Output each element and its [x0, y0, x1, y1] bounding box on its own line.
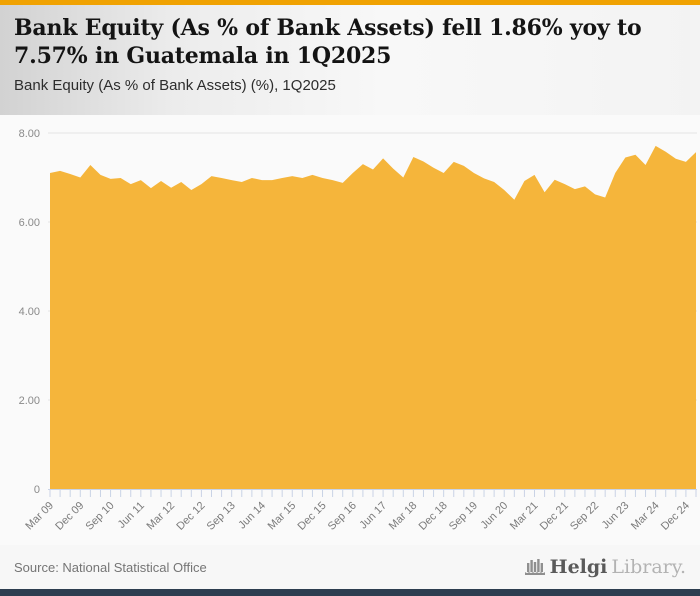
x-tick-label: Mar 09 — [23, 500, 56, 533]
source-text: Source: National Statistical Office — [14, 559, 207, 575]
y-tick-label: 4.00 — [19, 306, 40, 318]
page-title: Bank Equity (As % of Bank Assets) fell 1… — [14, 15, 642, 70]
logo-text-helgi: Helgi — [549, 556, 608, 578]
x-axis — [48, 489, 697, 497]
x-tick-label: Mar 12 — [145, 500, 178, 533]
y-tick-label: 0 — [34, 484, 40, 496]
y-tick-label: 2.00 — [19, 395, 40, 407]
x-tick-label: Mar 15 — [266, 500, 299, 533]
chart-subtitle: Bank Equity (As % of Bank Assets) (%), 1… — [14, 77, 336, 95]
helgilibrary-logo-icon — [524, 559, 545, 575]
x-tick-label: Jun 14 — [236, 500, 268, 532]
x-tick-label: Jun 23 — [600, 500, 632, 532]
chart-area: 0 2.00 4.00 6.00 8.00 Mar 09 Dec 09 Sep 10 Jun 1… — [0, 115, 700, 545]
x-tick-label: Jun 17 — [357, 500, 389, 532]
x-tick-label: Sep 13 — [205, 500, 238, 533]
x-tick-label: Jun 20 — [478, 500, 510, 532]
helgilibrary-logo[interactable]: Helgi Library. — [524, 557, 686, 577]
chart-footer: Source: National Statistical Office Helg… — [0, 545, 700, 589]
x-tick-label: Sep 10 — [84, 500, 117, 533]
y-tick-label: 6.00 — [19, 217, 40, 229]
x-tick-label: Sep 16 — [326, 500, 359, 533]
x-tick-label: Sep 22 — [568, 500, 601, 533]
y-tick-label: 8.00 — [19, 128, 40, 140]
logo-text-library: Library. — [611, 556, 686, 578]
x-tick-label: Dec 24 — [659, 500, 692, 533]
x-tick-label: Dec 12 — [174, 500, 207, 533]
bottom-navy-bar — [0, 589, 700, 596]
x-tick-label: Mar 21 — [508, 500, 541, 533]
x-tick-label: Jun 11 — [116, 500, 147, 531]
x-tick-label: Sep 19 — [447, 500, 480, 533]
area-series — [50, 145, 696, 489]
x-tick-label: Mar 18 — [387, 500, 420, 533]
chart-header: Bank Equity (As % of Bank Assets) fell 1… — [0, 5, 700, 115]
x-tick-label: Mar 24 — [629, 500, 662, 533]
x-tick-label: Dec 18 — [417, 500, 450, 533]
y-axis-labels: 0 2.00 4.00 6.00 8.00 — [19, 128, 40, 496]
x-tick-label: Dec 21 — [538, 500, 571, 533]
x-tick-label: Dec 15 — [296, 500, 329, 533]
x-tick-label: Dec 09 — [53, 500, 86, 533]
top-accent-bar — [0, 0, 700, 5]
